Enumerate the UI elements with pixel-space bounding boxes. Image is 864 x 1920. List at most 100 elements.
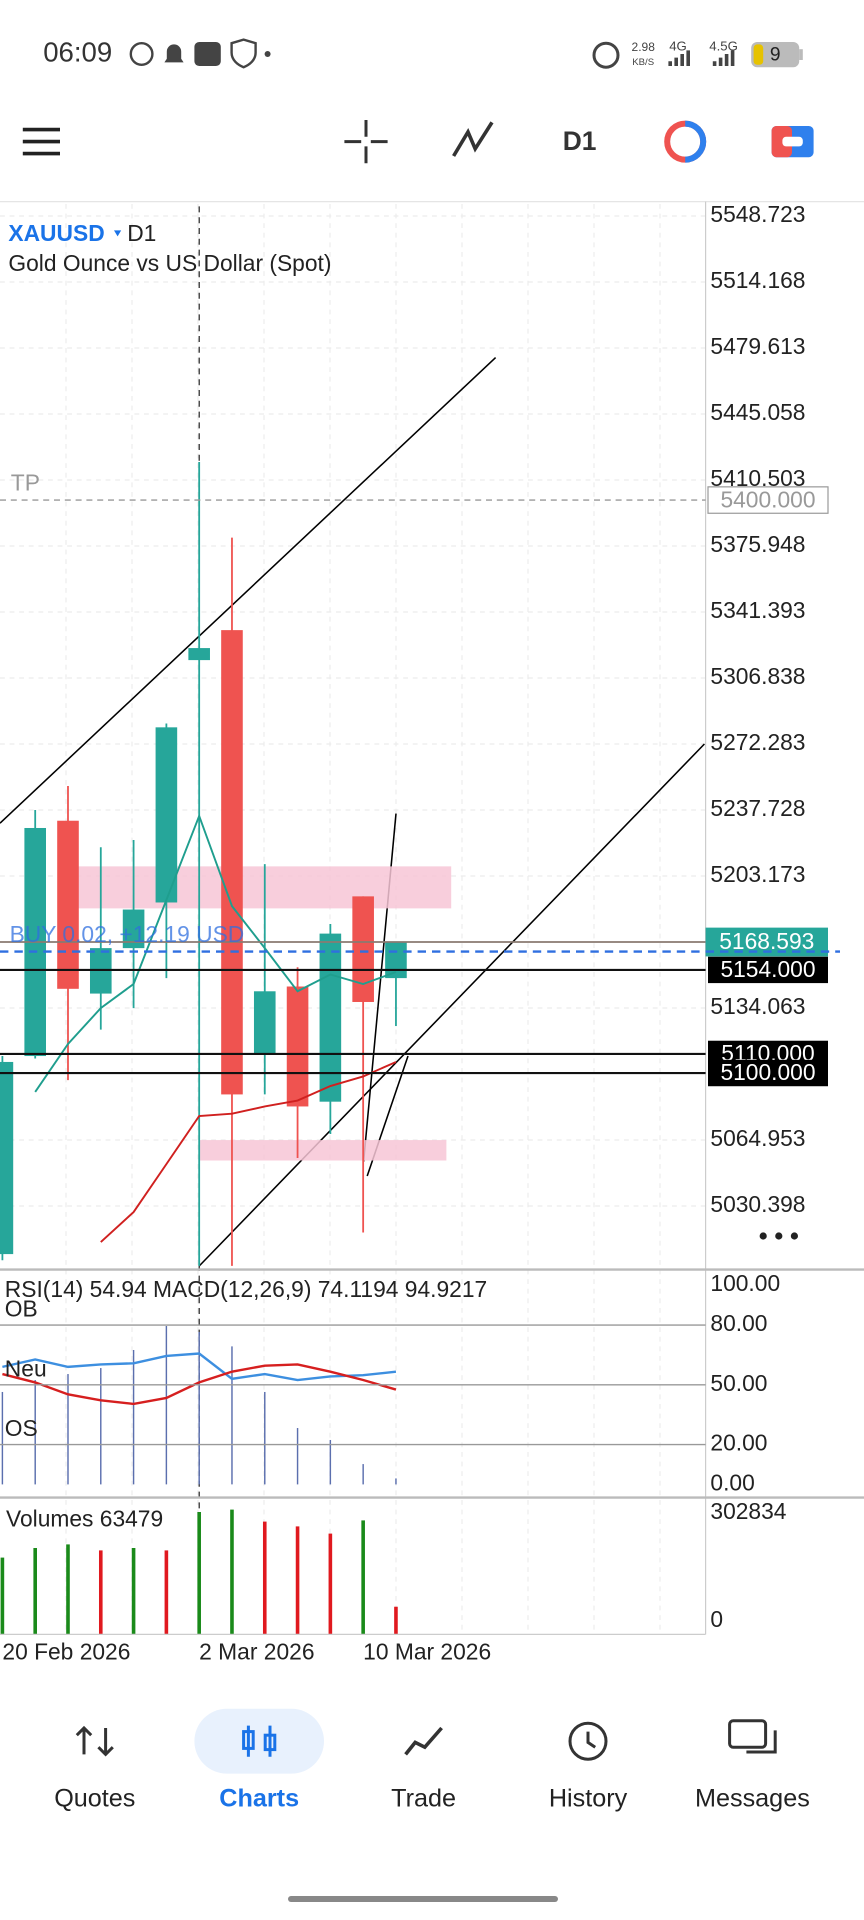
timeframe: D1 bbox=[127, 220, 156, 246]
order-label[interactable]: BUY 0.02, +12.19 USD bbox=[10, 921, 245, 947]
x-tick-label: 2 Mar 2026 bbox=[199, 1639, 314, 1665]
toolbar: D1 bbox=[0, 120, 864, 203]
charts-icon bbox=[263, 1733, 277, 1752]
icon bbox=[230, 38, 257, 69]
timeframe-button[interactable]: D1 bbox=[563, 126, 597, 156]
y-tick-label: 5514.168 bbox=[710, 267, 805, 293]
volume-bar bbox=[230, 1509, 234, 1635]
candle-body bbox=[286, 986, 309, 1107]
candle-body bbox=[57, 820, 79, 989]
plot-area bbox=[0, 206, 705, 1635]
alarm-icon bbox=[592, 41, 620, 69]
volume-bar bbox=[197, 1511, 201, 1635]
nav-item[interactable]: Trade bbox=[391, 1785, 456, 1813]
y-tick-label: 5375.948 bbox=[710, 531, 805, 557]
icon bbox=[264, 51, 271, 57]
battery-level bbox=[753, 44, 764, 65]
price-level-label-bg bbox=[708, 1059, 828, 1087]
volume-bar bbox=[0, 1557, 5, 1635]
x-tick-label: 20 Feb 2026 bbox=[2, 1639, 130, 1665]
volume-bar bbox=[295, 1526, 300, 1635]
candle-body bbox=[352, 896, 374, 1002]
volume-bar bbox=[98, 1550, 103, 1635]
indicators-button[interactable] bbox=[452, 121, 494, 157]
volume-bar bbox=[131, 1547, 136, 1635]
description: Gold Ounce vs US Dollar (Spot) bbox=[8, 250, 331, 276]
icon bbox=[129, 42, 154, 66]
messages-icon bbox=[728, 1719, 768, 1749]
volume-bar bbox=[328, 1533, 333, 1635]
y-tick-label: 0 bbox=[710, 1606, 723, 1632]
more-button[interactable] bbox=[759, 1232, 767, 1240]
nav-item[interactable]: Messages bbox=[695, 1785, 810, 1813]
y-tick-label: 50.00 bbox=[710, 1370, 767, 1396]
crosshair-button[interactable] bbox=[344, 120, 388, 164]
y-tick-label: 5479.613 bbox=[710, 333, 805, 359]
y-tick-label: 5030.398 bbox=[710, 1191, 805, 1217]
level-label: OB bbox=[5, 1296, 38, 1322]
current-price-label: 5168.593 bbox=[719, 928, 814, 954]
y-tick-label: 20.00 bbox=[710, 1430, 767, 1456]
candle-body bbox=[122, 909, 145, 949]
objects-icon bbox=[684, 120, 707, 163]
level-label: Neu bbox=[5, 1355, 47, 1381]
volume-bar bbox=[262, 1521, 267, 1635]
bottom-nav: Quotes Charts Trade History Messages bbox=[54, 1708, 810, 1902]
y-tick-label: 5306.838 bbox=[710, 663, 805, 689]
y-tick-label: 5134.063 bbox=[710, 993, 805, 1019]
y-tick-label: 100.00 bbox=[710, 1270, 780, 1296]
price-level-label: 5100.000 bbox=[720, 1059, 815, 1085]
y-tick-label: 302834 bbox=[710, 1498, 786, 1524]
clock: 06:09 bbox=[43, 36, 112, 67]
price-level-label-bg bbox=[708, 956, 828, 984]
dropdown-icon bbox=[114, 230, 122, 237]
chart: XAUUSD D1 Gold Ounce vs US Dollar (Spot)… bbox=[0, 201, 864, 1665]
volume-bar bbox=[33, 1547, 37, 1635]
price-level-label: 5154.000 bbox=[720, 956, 815, 982]
symbol[interactable]: XAUUSD bbox=[8, 220, 104, 246]
quotes-icon bbox=[75, 1725, 114, 1757]
y-tick-label: 80.00 bbox=[710, 1310, 767, 1336]
more-button bbox=[790, 1232, 798, 1240]
trade-icon bbox=[404, 1726, 443, 1756]
battery-percent: 9 bbox=[770, 44, 781, 65]
candle-body bbox=[155, 727, 178, 903]
pane-title: Volumes 63479 bbox=[6, 1505, 163, 1531]
volume-bar bbox=[394, 1606, 398, 1635]
charts-icon bbox=[242, 1730, 255, 1750]
icon bbox=[164, 44, 184, 63]
history-icon bbox=[568, 1721, 608, 1761]
nav-item[interactable]: Quotes bbox=[54, 1785, 135, 1813]
more-button bbox=[775, 1232, 783, 1240]
network: 4G bbox=[669, 38, 687, 53]
nav-item[interactable]: Charts bbox=[219, 1785, 299, 1813]
pane-title: RSI(14) 54.94 MACD(12,26,9) 74.1194 94.9… bbox=[5, 1276, 487, 1302]
trade-icon bbox=[782, 136, 803, 147]
y-tick-label: 0.00 bbox=[710, 1469, 754, 1495]
y-tick-label: 5237.728 bbox=[710, 795, 805, 821]
moving-average bbox=[100, 1061, 397, 1243]
y-tick-label: 5064.953 bbox=[710, 1125, 805, 1151]
indicator-line bbox=[2, 1363, 397, 1406]
candle-body bbox=[319, 933, 342, 1102]
volume-bar bbox=[66, 1544, 70, 1635]
trend-line bbox=[198, 743, 705, 1267]
zone bbox=[74, 866, 452, 909]
candle-body bbox=[221, 630, 243, 1095]
level-tag: TP bbox=[11, 469, 40, 495]
status-bar: 06:09 2.98 KB/S 4G 4.5G 9 bbox=[43, 36, 803, 69]
indicator-line bbox=[2, 1352, 397, 1382]
candle-body bbox=[188, 648, 210, 661]
y-tick-label: 5341.393 bbox=[710, 597, 805, 623]
volume-bar bbox=[361, 1520, 365, 1635]
active-pill bbox=[194, 1708, 324, 1774]
network: 4.5G bbox=[709, 38, 738, 53]
home-indicator bbox=[288, 1896, 558, 1902]
candle-body bbox=[253, 991, 276, 1054]
speed: 2.98 bbox=[632, 40, 656, 54]
price-level-label: 5400.000 bbox=[720, 486, 815, 512]
nav-item[interactable]: History bbox=[549, 1785, 628, 1813]
menu-button[interactable] bbox=[22, 127, 60, 156]
